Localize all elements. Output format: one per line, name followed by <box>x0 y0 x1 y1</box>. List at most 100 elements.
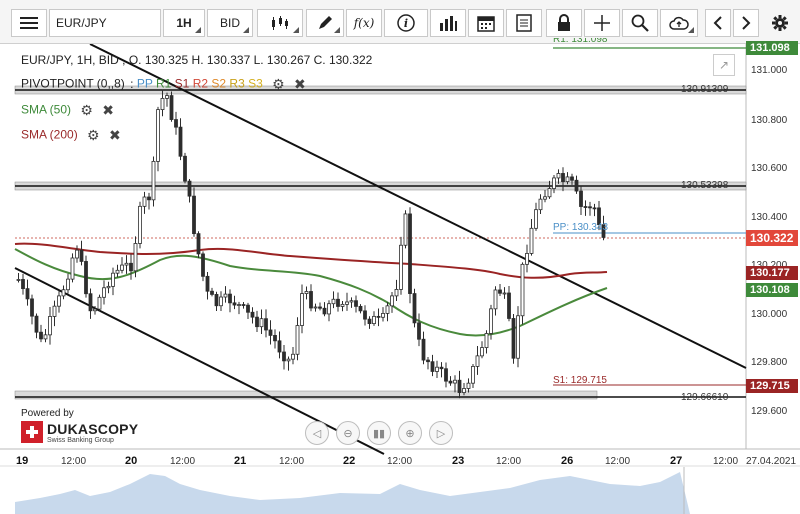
powered-by-text: Powered by <box>21 408 74 419</box>
candle <box>286 358 291 362</box>
gear-icon[interactable]: ⚙ <box>272 76 285 92</box>
crosshair-button[interactable] <box>584 9 620 37</box>
hline-130-91309[interactable] <box>14 85 747 95</box>
candle <box>255 316 259 328</box>
draw-tool-button[interactable] <box>306 9 344 37</box>
caret-icon <box>334 27 340 33</box>
r1-line-label: R1: 131.098 <box>553 38 608 45</box>
candle <box>313 306 318 309</box>
price-tick: 129.600 <box>751 406 788 417</box>
candle <box>57 295 61 307</box>
candle <box>331 298 336 305</box>
calendar-button[interactable] <box>468 9 504 37</box>
candle <box>394 289 399 297</box>
symbol-selector[interactable]: EUR/JPY <box>49 9 161 37</box>
timeframe-selector[interactable]: 1H <box>163 9 205 37</box>
hline2-label: 130.53398 <box>681 180 729 191</box>
price-tick: 130.600 <box>751 163 788 174</box>
time-label: 12:00 <box>170 456 196 467</box>
info-button[interactable]: i <box>384 9 428 37</box>
hline-130-53398[interactable] <box>14 181 747 191</box>
candle <box>70 257 75 280</box>
candle <box>592 207 597 210</box>
zoom-out-icon: ⊖ <box>343 427 353 440</box>
gear-icon[interactable]: ⚙ <box>80 102 93 118</box>
candle <box>138 205 142 244</box>
chart-nav-controls: ◁ ⊖ ▮▮ ⊕ ▷ <box>305 421 453 445</box>
side-selector[interactable]: BID <box>207 9 253 37</box>
chart-type-button[interactable] <box>257 9 303 37</box>
candle <box>210 290 214 295</box>
candle <box>484 333 489 348</box>
candle <box>543 196 547 200</box>
candle <box>511 318 516 359</box>
candle <box>349 300 354 303</box>
time-label: 20 <box>125 455 138 467</box>
bar-chart-icon <box>440 16 457 31</box>
candle <box>561 173 565 183</box>
candle <box>498 289 502 294</box>
candle <box>66 278 70 291</box>
settings-button[interactable] <box>765 9 795 37</box>
news-button[interactable] <box>506 9 542 37</box>
zoom-in-button[interactable]: ⊕ <box>398 421 422 445</box>
candle <box>147 196 151 201</box>
candle <box>597 207 601 226</box>
candle <box>111 272 115 287</box>
pivot-s2: S2 <box>211 76 227 91</box>
close-icon[interactable]: ✖ <box>108 127 121 143</box>
candle <box>309 291 313 309</box>
gear-icon <box>772 15 788 31</box>
pivot-s1: S1 <box>174 76 190 91</box>
logo-name: DUKASCOPY <box>47 421 139 437</box>
candle <box>412 293 417 324</box>
candle <box>556 173 561 179</box>
menu-button[interactable] <box>11 9 47 37</box>
candle <box>453 379 457 384</box>
trendline-upper[interactable] <box>89 44 747 369</box>
scroll-left-button[interactable]: ◁ <box>305 421 329 445</box>
reset-view-button[interactable]: ▮▮ <box>367 421 391 445</box>
candle <box>570 176 574 181</box>
indicators-button[interactable]: f(x) <box>346 9 382 37</box>
candle <box>475 355 480 367</box>
sma200-legend[interactable]: SMA (200) ⚙ ✖ <box>21 127 121 144</box>
caret-icon <box>688 27 694 33</box>
expand-icon[interactable]: ↗ <box>713 54 735 76</box>
candle <box>579 190 583 207</box>
candle <box>340 303 345 307</box>
chart-area[interactable]: EUR/JPY, 1H, BID , O. 130.325 H. 130.337… <box>0 38 800 514</box>
prev-button[interactable] <box>705 9 731 37</box>
candle <box>34 315 39 333</box>
close-icon[interactable]: ✖ <box>294 76 306 92</box>
lock-button[interactable] <box>546 9 582 37</box>
symbol-label: EUR/JPY <box>56 16 107 30</box>
upload-button[interactable] <box>660 9 698 37</box>
sma200-line <box>14 242 608 279</box>
candle <box>174 119 178 128</box>
candle <box>169 95 174 120</box>
scroll-right-button[interactable]: ▷ <box>429 421 453 445</box>
gear-icon[interactable]: ⚙ <box>87 127 100 143</box>
dukascopy-logo: DUKASCOPY Swiss Banking Group <box>21 421 138 447</box>
candle <box>219 296 223 307</box>
candle <box>192 195 196 235</box>
candle <box>259 318 264 328</box>
time-label: 22 <box>343 455 356 467</box>
candle <box>187 180 192 197</box>
volume-button[interactable] <box>430 9 466 37</box>
candle <box>322 307 327 315</box>
pivot-legend[interactable]: PIVOTPOINT (0,,8) : PP R1 S1 R2 S2 R3 S3… <box>21 76 306 93</box>
next-button[interactable] <box>733 9 759 37</box>
sma50-legend[interactable]: SMA (50) ⚙ ✖ <box>21 102 114 119</box>
candle <box>241 304 246 306</box>
candle <box>93 308 97 312</box>
candle <box>466 382 471 389</box>
candle <box>376 315 381 318</box>
close-icon[interactable]: ✖ <box>102 102 114 118</box>
hline-129-66610[interactable] <box>14 390 746 400</box>
price-chart[interactable] <box>0 44 800 514</box>
candle <box>282 351 286 362</box>
zoom-out-button[interactable]: ⊖ <box>336 421 360 445</box>
zoom-button[interactable] <box>622 9 658 37</box>
